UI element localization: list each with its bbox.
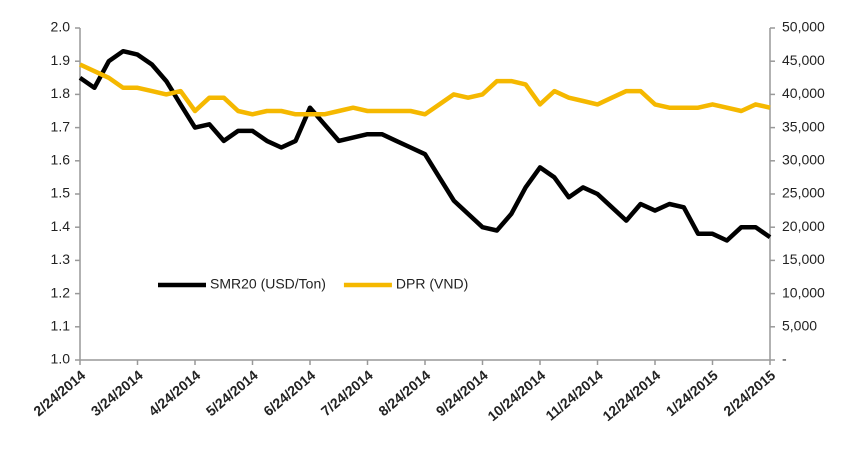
y2-tick-label: 50,000 [782, 19, 825, 35]
x-tick-label: 7/24/2014 [318, 367, 376, 419]
x-tick-label: 9/24/2014 [433, 367, 491, 419]
y2-tick-label: 20,000 [782, 218, 825, 234]
x-tick-label: 10/24/2014 [484, 367, 548, 424]
y-tick-label: 1.5 [51, 185, 71, 201]
y2-tick-label: 45,000 [782, 52, 825, 68]
legend-label: DPR (VND) [396, 276, 468, 292]
y2-tick-label: 10,000 [782, 284, 825, 300]
y2-tick-label: 25,000 [782, 185, 825, 201]
y2-tick-label: 35,000 [782, 118, 825, 134]
y-tick-label: 1.6 [51, 152, 71, 168]
series-line [79, 62, 771, 117]
y-tick-label: 1.0 [51, 351, 71, 367]
legend-label: SMR20 (USD/Ton) [210, 276, 326, 292]
y-tick-label: 2.0 [51, 19, 71, 35]
y-tick-label: 1.9 [51, 52, 71, 68]
x-tick-label: 3/24/2014 [88, 367, 146, 419]
y-tick-label: 1.2 [51, 284, 71, 300]
x-tick-label: 2/24/2014 [30, 367, 88, 419]
y-tick-label: 1.8 [51, 85, 71, 101]
y-tick-label: 1.4 [51, 218, 71, 234]
series-line [78, 48, 772, 243]
x-tick-label: 1/24/2015 [663, 367, 721, 419]
x-tick-label: 6/24/2014 [260, 367, 318, 419]
y2-tick-label: 5,000 [782, 318, 817, 334]
x-tick-label: 2/24/2015 [720, 367, 778, 419]
y2-tick-label: 30,000 [782, 152, 825, 168]
y2-tick-label: 40,000 [782, 85, 825, 101]
y-tick-label: 1.1 [51, 318, 71, 334]
y-tick-label: 1.7 [51, 118, 71, 134]
x-tick-label: 4/24/2014 [145, 367, 203, 419]
y-tick-label: 1.3 [51, 251, 71, 267]
x-tick-label: 12/24/2014 [599, 367, 663, 424]
x-tick-label: 8/24/2014 [375, 367, 433, 419]
x-tick-label: 11/24/2014 [542, 367, 606, 424]
y2-tick-label: 15,000 [782, 251, 825, 267]
y2-tick-label: - [782, 351, 787, 367]
x-tick-label: 5/24/2014 [203, 367, 261, 419]
